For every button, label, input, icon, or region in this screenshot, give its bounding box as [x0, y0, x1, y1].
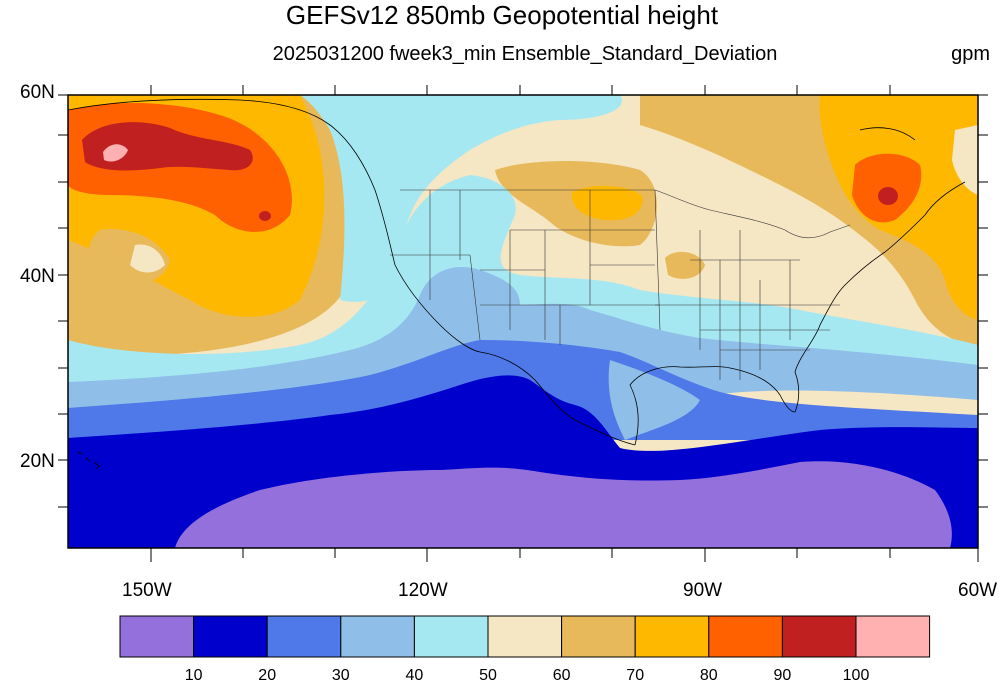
lon-label-90w: 90W	[683, 580, 722, 601]
state-lines-central	[654, 189, 840, 380]
band-60-atlantic-inner	[952, 125, 978, 195]
tick-marks	[58, 85, 988, 562]
lat-label-60n: 60N	[20, 82, 55, 103]
band-10-20	[175, 461, 952, 548]
band-50-60-central	[68, 175, 978, 380]
colorbar-tick-label: 100	[843, 667, 870, 683]
lon-label-120w: 120W	[398, 580, 448, 601]
colorbar-tick-label: 70	[626, 667, 644, 683]
map-subtitle: 2025031200 fweek3_min Ensemble_Standard_…	[272, 43, 778, 65]
coastline-canada-east	[859, 127, 966, 216]
coastline-hawaii	[77, 451, 100, 470]
lon-label-150w: 150W	[122, 580, 172, 601]
lat-label-20n: 20N	[20, 451, 55, 472]
colorbar-tick-label: 20	[258, 667, 276, 683]
colorbar-swatch	[340, 615, 415, 658]
band-100-atlantic	[878, 187, 898, 205]
band-70-80-midwest	[665, 251, 705, 279]
band-100-pacific	[82, 122, 253, 171]
colorbar-swatch	[119, 615, 195, 658]
state-boundaries	[390, 189, 851, 380]
band-50-60-north	[300, 95, 622, 302]
us-canada-border	[400, 189, 851, 239]
colorbar-swatch	[561, 615, 636, 658]
colorbar-tick-label: 50	[479, 667, 497, 683]
map-title: GEFSv12 850mb Geopotential height	[285, 0, 719, 30]
band-80-90-plains	[571, 186, 643, 221]
coastlines	[68, 98, 966, 470]
colorbar-swatch	[487, 615, 563, 658]
colorbar-swatch	[266, 615, 342, 658]
colorbar-tick-label: 60	[553, 667, 571, 683]
band-110-pacific	[103, 144, 128, 162]
state-lines-west	[390, 190, 660, 345]
colorbar: 10 20 30 40 50 60 70 80 90 100	[119, 615, 931, 683]
colorbar-tick-label: 80	[700, 667, 718, 683]
coastline-mexico	[479, 351, 636, 446]
colorbar-tick-label: 40	[406, 667, 424, 683]
coastline-pacific	[68, 98, 481, 353]
units-label: gpm	[951, 43, 990, 65]
colorbar-tick-label: 10	[185, 667, 203, 683]
band-60-pacific-inner	[130, 244, 165, 273]
colorbar-tick-label: 90	[774, 667, 792, 683]
coastline-gulf	[629, 214, 926, 446]
band-30-40-gulf	[608, 360, 700, 440]
contour-field	[68, 95, 978, 548]
colorbar-swatch	[413, 615, 489, 658]
lon-label-60w: 60W	[958, 580, 997, 601]
colorbar-tick-label: 30	[332, 667, 350, 683]
colorbar-swatch	[193, 615, 268, 658]
colorbar-swatch	[781, 615, 857, 658]
lat-label-40n: 40N	[20, 266, 55, 287]
band-100-pacific-spot	[259, 211, 271, 221]
colorbar-swatch	[855, 615, 931, 658]
colorbar-swatch	[634, 615, 710, 658]
colorbar-swatch	[708, 615, 783, 658]
band-40-50	[68, 267, 978, 410]
